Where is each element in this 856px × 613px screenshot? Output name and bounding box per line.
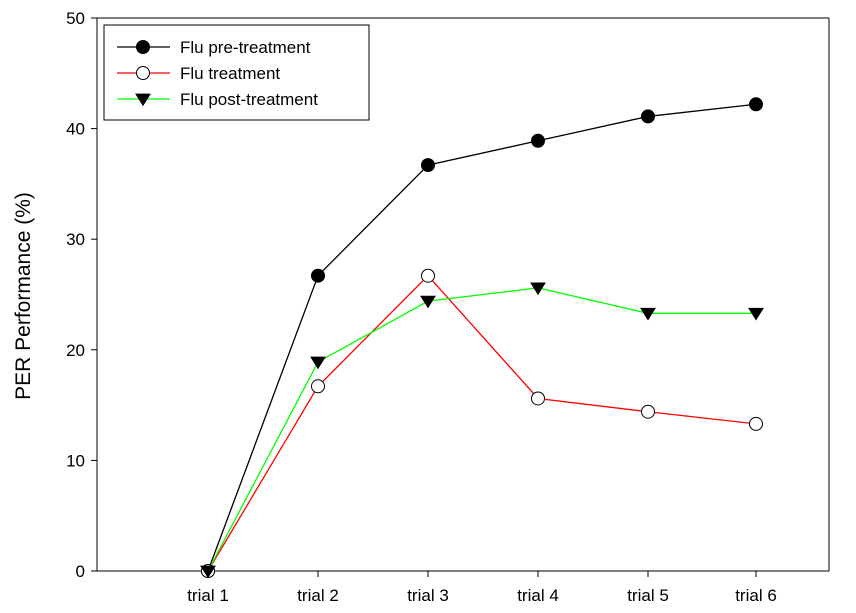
legend-label: Flu post-treatment [180,90,318,109]
data-point [421,268,435,283]
data-point [641,404,655,419]
legend-marker [136,66,150,80]
x-tick-label: trial 4 [517,586,559,605]
data-point [530,282,546,296]
legend-label: Flu pre-treatment [180,38,311,57]
data-point [420,295,436,309]
x-tick-label: trial 6 [735,586,777,605]
data-point [749,97,763,112]
y-tick-label: 10 [66,451,85,470]
y-tick-label: 0 [76,562,85,581]
axes: 0 10 20 30 40 50 trial 1 trial 2 trial 3 trial 4 t… [66,9,830,605]
data-point [640,307,656,321]
data-point [641,109,655,124]
data-point [749,416,763,431]
y-tick-label: 30 [66,230,85,249]
data-point [200,565,216,579]
legend-marker [136,40,150,54]
data-point [531,391,545,406]
series-layer [200,97,764,579]
data-point [310,356,326,370]
series-line [207,287,756,572]
x-tick-label: trial 2 [297,586,339,605]
x-tick-label: trial 3 [407,586,449,605]
legend-marker [135,93,151,107]
series-line [207,103,757,572]
x-tick-label: trial 1 [187,586,229,605]
y-tick-label: 50 [66,9,85,28]
data-point [311,268,325,283]
y-axis-title: PER Performance (%) [12,192,35,400]
y-tick-label: 20 [66,341,85,360]
series-line [207,274,757,572]
data-point [311,379,325,394]
legend: Flu pre-treatment Flu treatment Flu post-t… [103,24,370,121]
legend-label: Flu treatment [180,64,280,83]
data-point [748,307,764,321]
x-tick-label: trial 5 [627,586,669,605]
y-tick-label: 40 [66,120,85,139]
data-point [531,133,545,148]
data-point [421,158,435,173]
